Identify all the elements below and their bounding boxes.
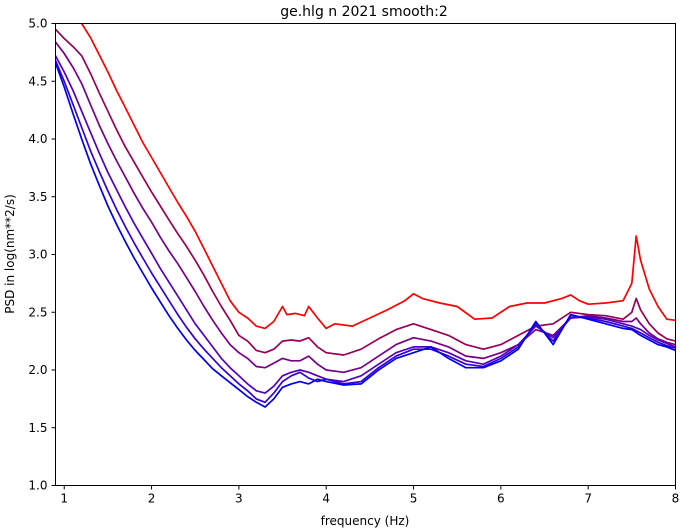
x-tick-label: 4 bbox=[322, 492, 330, 506]
x-tick-label: 5 bbox=[410, 492, 418, 506]
series-layer bbox=[55, 23, 676, 408]
x-axis-label: frequency (Hz) bbox=[321, 514, 410, 528]
y-tick-label: 2.0 bbox=[28, 363, 47, 377]
tick-layer: 1 2 3 4 5 6 7 8 1.0 1.5 2.0 2.5 3.0 3.5 4.0 4.5 5.0 bbox=[28, 17, 679, 506]
y-tick-label: 1.0 bbox=[28, 479, 47, 493]
x-tick-label: 1 bbox=[60, 492, 68, 506]
x-tick-label: 7 bbox=[584, 492, 592, 506]
y-tick-label: 4.5 bbox=[28, 74, 47, 88]
y-axis-label: PSD in log(nm**2/s) bbox=[3, 194, 17, 314]
x-tick-label: 6 bbox=[497, 492, 505, 506]
x-tick-label: 3 bbox=[235, 492, 243, 506]
y-tick-label: 3.5 bbox=[28, 190, 47, 204]
x-tick-label: 8 bbox=[672, 492, 680, 506]
y-tick-label: 2.5 bbox=[28, 305, 47, 319]
chart-title: ge.hlg n 2021 smooth:2 bbox=[280, 4, 448, 20]
series-line-3 bbox=[55, 41, 676, 374]
plot-frame bbox=[55, 23, 676, 486]
y-tick-label: 5.0 bbox=[28, 17, 47, 31]
series-line-4 bbox=[55, 55, 676, 394]
y-tick-label: 4.0 bbox=[28, 132, 47, 146]
y-tick-label: 1.5 bbox=[28, 421, 47, 435]
series-line-1 bbox=[80, 23, 676, 330]
x-tick-label: 2 bbox=[148, 492, 156, 506]
series-line-5 bbox=[55, 60, 676, 404]
y-tick-label: 3.0 bbox=[28, 248, 47, 262]
series-line-2 bbox=[55, 28, 676, 356]
series-line-6 bbox=[55, 62, 676, 408]
